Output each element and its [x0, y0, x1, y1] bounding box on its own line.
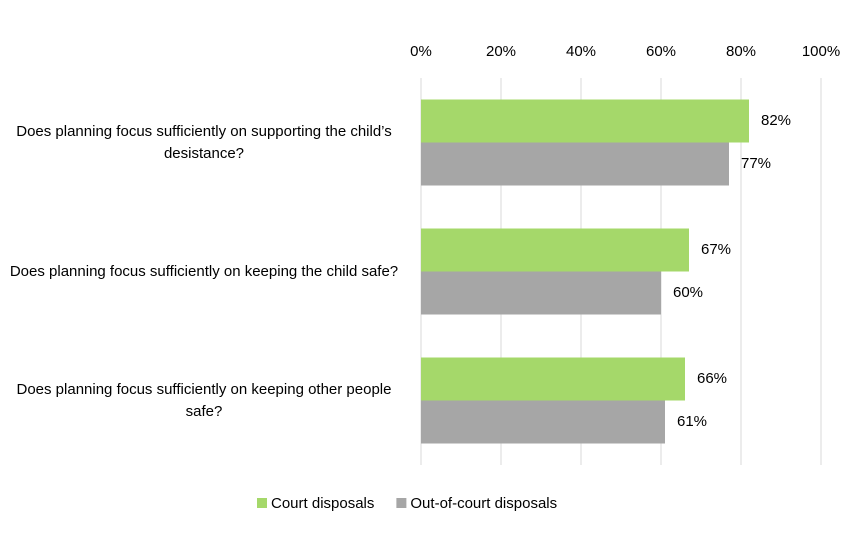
bar	[421, 357, 685, 401]
bar	[421, 400, 665, 444]
bar	[421, 271, 661, 315]
x-tick-label: 40%	[566, 43, 596, 60]
x-tick-label: 20%	[486, 43, 516, 60]
x-tick-label: 100%	[802, 43, 840, 60]
x-tick-label: 0%	[410, 43, 432, 60]
data-label: 66%	[697, 370, 727, 387]
category-label: Does planning focus sufficiently on keep…	[9, 262, 399, 280]
data-label: 82%	[761, 112, 791, 129]
category-label: Does planning focus sufficiently on supp…	[16, 122, 392, 162]
x-tick-label: 80%	[726, 43, 756, 60]
legend-label: Out-of-court disposals	[410, 495, 557, 512]
legend-label: Court disposals	[271, 495, 374, 512]
data-label: 77%	[741, 155, 771, 172]
data-label: 61%	[677, 413, 707, 430]
bar	[421, 99, 749, 143]
legend-swatch	[396, 498, 407, 508]
bar	[421, 142, 729, 186]
category-label: Does planning focus sufficiently on keep…	[16, 380, 392, 420]
data-label: 60%	[673, 284, 703, 301]
data-label: 67%	[701, 241, 731, 258]
x-tick-label: 60%	[646, 43, 676, 60]
bar	[421, 228, 689, 272]
legend-swatch	[257, 498, 267, 508]
